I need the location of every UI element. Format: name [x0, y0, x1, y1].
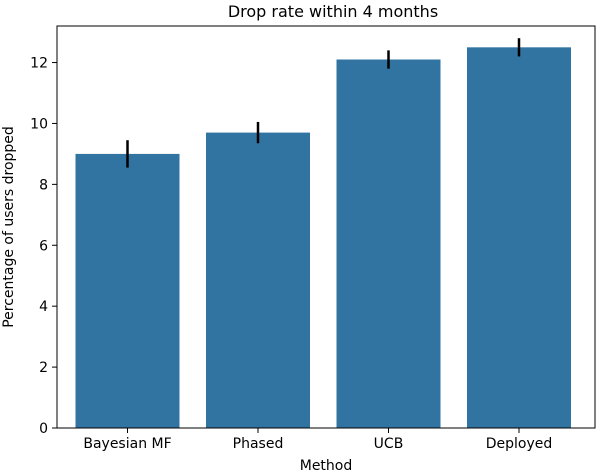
y-tick-label: 4	[39, 299, 48, 315]
x-tick-label: Phased	[233, 436, 284, 452]
x-tick-label: Deployed	[486, 436, 553, 452]
chart-title: Drop rate within 4 months	[228, 2, 438, 21]
bars-layer	[75, 47, 571, 429]
x-axis: Bayesian MF Phased UCB Deployed	[83, 428, 552, 452]
bar-1	[206, 132, 310, 428]
y-tick-label: 12	[30, 56, 48, 72]
y-tick-label: 8	[39, 177, 48, 193]
y-tick-label: 0	[39, 421, 48, 437]
x-axis-label: Method	[300, 458, 353, 474]
x-tick-label: UCB	[374, 436, 404, 452]
y-axis-label: Percentage of users dropped	[1, 126, 17, 328]
x-tick-label: Bayesian MF	[83, 436, 171, 452]
error-bars-layer	[126, 38, 521, 168]
y-axis: 0 2 4 6 8 10 12	[30, 56, 57, 437]
bar-3	[467, 47, 571, 429]
plot-frame	[56, 25, 596, 429]
y-tick-label: 10	[30, 116, 48, 132]
bar-0	[75, 153, 180, 428]
bar-2	[336, 59, 441, 428]
y-tick-label: 6	[39, 238, 48, 254]
y-tick-label: 2	[39, 360, 48, 376]
